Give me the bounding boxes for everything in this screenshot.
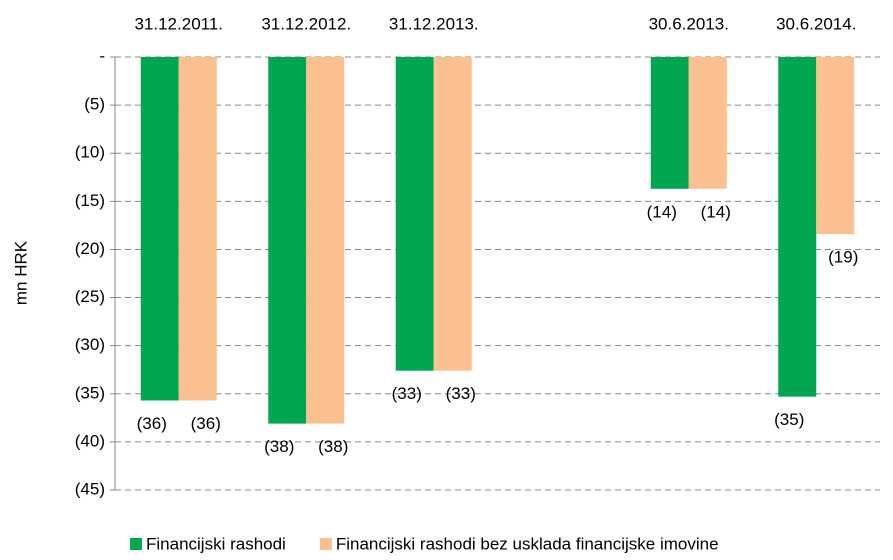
data-label: (36) (137, 414, 167, 433)
y-tick-label: (10) (75, 143, 105, 162)
y-tick-label: (20) (75, 239, 105, 258)
x-tick-label: 30.6.2014. (776, 14, 856, 33)
bar (395, 57, 434, 371)
data-label: (38) (264, 437, 294, 456)
y-tick-label: - (99, 46, 105, 65)
legend-label: Financijski rashodi bez usklada financij… (336, 534, 719, 553)
legend-swatch (319, 538, 332, 550)
bar (306, 57, 345, 424)
y-tick-label: (45) (75, 479, 105, 498)
bar (650, 57, 689, 189)
x-tick-label: 31.12.2011. (134, 14, 223, 33)
data-label: (33) (446, 384, 476, 403)
data-label: (14) (647, 202, 677, 221)
x-tick-label: 31.12.2012. (261, 14, 351, 33)
data-label: (19) (828, 248, 858, 267)
bar (433, 57, 472, 371)
x-tick-label: 31.12.2013. (389, 14, 479, 33)
bar (778, 57, 817, 397)
y-tick-label: (25) (75, 287, 105, 306)
y-tick-label: (15) (75, 191, 105, 210)
legend-label: Financijski rashodi (146, 534, 286, 553)
y-axis-label: mn HRK (11, 240, 30, 305)
y-tick-label: (35) (75, 383, 105, 402)
y-tick-label: (30) (75, 335, 105, 354)
data-label: (35) (774, 410, 804, 429)
x-tick-label: 30.6.2013. (649, 14, 729, 33)
data-label: (14) (701, 202, 731, 221)
data-label: (38) (318, 437, 348, 456)
bar (140, 57, 179, 401)
data-label: (36) (191, 414, 221, 433)
bar (688, 57, 727, 189)
bar (816, 57, 855, 235)
bar (268, 57, 307, 424)
legend-swatch (130, 538, 142, 550)
y-tick-label: (5) (84, 95, 105, 114)
bar (178, 57, 217, 401)
y-tick-label: (40) (75, 431, 105, 450)
data-label: (33) (392, 384, 422, 403)
